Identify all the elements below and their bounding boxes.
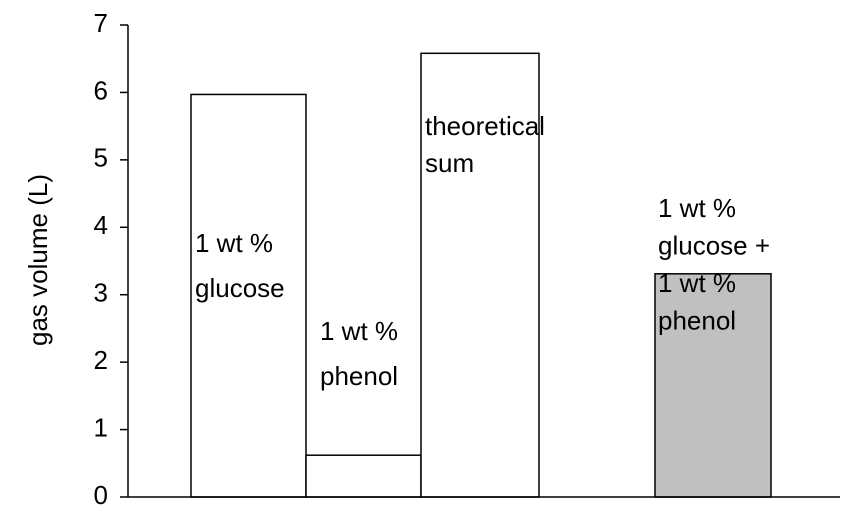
category-label-line: 1 wt % [658,268,736,298]
category-label-line: 1 wt % [320,316,398,346]
y-axis-label: gas volume (L) [23,174,53,346]
y-tick-label: 4 [94,210,108,240]
y-tick-label: 2 [94,345,108,375]
category-label-line: phenol [320,361,398,391]
y-tick-label: 7 [94,8,108,38]
bar [190,93,307,498]
y-tick-label: 5 [94,143,108,173]
bar [305,454,422,498]
y-tick-label: 3 [94,278,108,308]
category-label-line: glucose [195,273,285,303]
category-label-line: 1 wt % [658,193,736,223]
category-label: 1 wt % glucose [195,228,285,303]
category-label-line: glucose + [658,230,770,260]
category-label-line: sum [425,148,474,178]
category-label-line: theoretical [425,111,545,141]
y-tick-label: 6 [94,75,108,105]
y-tick-label: 1 [94,412,108,442]
category-label-line: phenol [658,305,736,335]
category-label: 1 wt % phenol [320,316,398,391]
y-tick-label: 0 [94,480,108,510]
category-label: 1 wt % glucose + 1 wt % phenol [658,193,770,336]
category-label-line: 1 wt % [195,228,273,258]
category-label: theoretical sum [425,111,545,178]
